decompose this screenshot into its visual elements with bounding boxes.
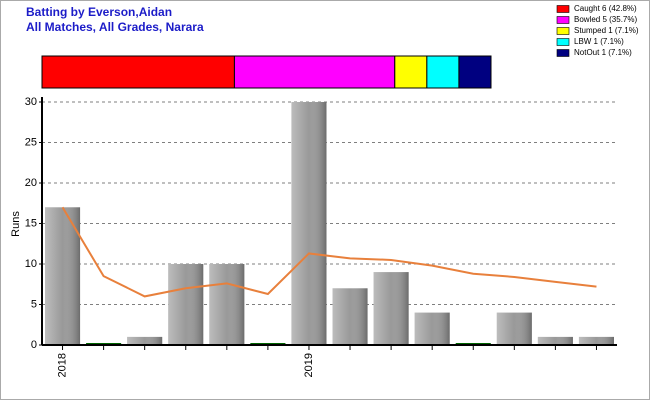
bar-shade	[537, 336, 573, 345]
bar-shade	[168, 264, 204, 345]
legend-label: Bowled 5 (35.7%)	[574, 15, 637, 24]
bar-shade	[127, 336, 163, 345]
legend-swatch	[556, 38, 570, 46]
legend-label: Caught 6 (42.8%)	[574, 4, 637, 13]
bar-shade	[332, 288, 368, 345]
chart-subtitle: All Matches, All Grades, Narara	[26, 20, 204, 34]
bar-shade	[209, 264, 245, 345]
average-line	[61, 206, 597, 298]
stack-segment	[426, 55, 460, 89]
y-axis-label: Runs	[10, 211, 22, 237]
bar-shade	[45, 207, 81, 345]
legend-swatch	[556, 27, 570, 35]
stack-segment	[233, 55, 396, 89]
bar-shade	[373, 272, 409, 345]
legend-label: Stumped 1 (7.1%)	[574, 26, 639, 35]
legend-label: LBW 1 (7.1%)	[574, 37, 624, 46]
y-tick-label: 30	[25, 96, 37, 108]
stack-segment	[394, 55, 428, 89]
y-tick-label: 10	[25, 258, 37, 270]
x-tick-label: 2019	[303, 353, 315, 377]
y-tick-label: 0	[31, 339, 37, 351]
y-tick-label: 20	[25, 177, 37, 189]
chart-title: Batting by Everson,Aidan	[26, 5, 172, 19]
stack-segment	[458, 55, 492, 89]
bar-shade	[414, 312, 450, 345]
y-tick-label: 25	[25, 136, 37, 148]
legend-swatch	[556, 49, 570, 57]
bar-shade	[291, 102, 327, 345]
y-tick-label: 5	[31, 298, 37, 310]
x-tick-label: 2018	[56, 353, 68, 377]
legend-swatch	[556, 16, 570, 24]
y-tick-label: 15	[25, 217, 37, 229]
legend-label: NotOut 1 (7.1%)	[574, 48, 632, 57]
bar-shade	[578, 336, 614, 345]
bar-shade	[496, 312, 532, 345]
legend-swatch	[556, 5, 570, 13]
stack-segment	[41, 55, 235, 89]
